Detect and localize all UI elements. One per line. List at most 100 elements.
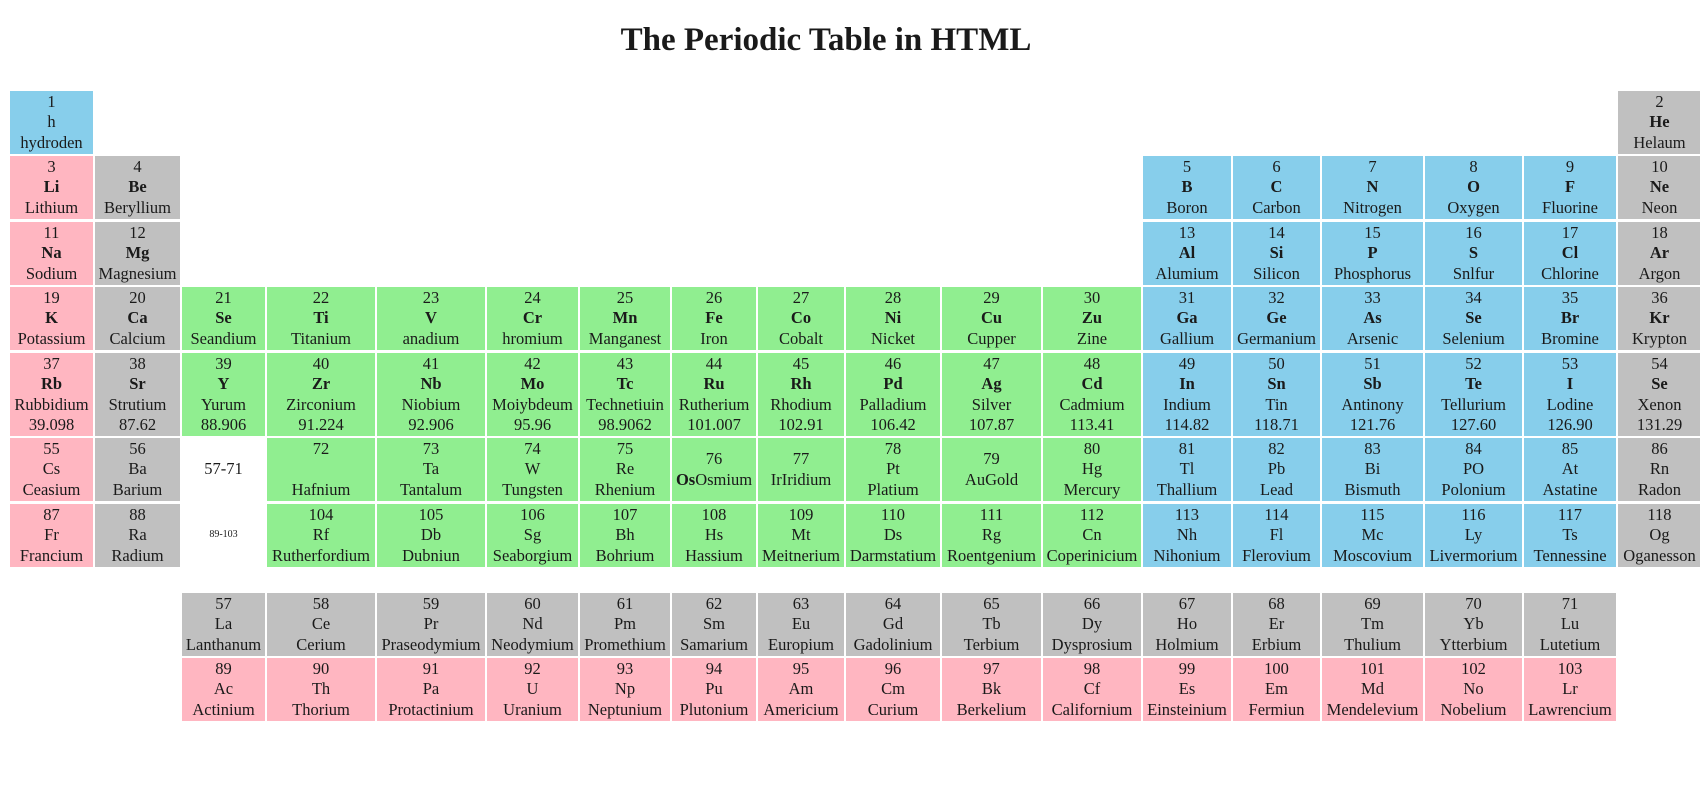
element-cell-hromium[interactable]: 24 Cr hromium [487,287,578,350]
element-cell-nitrogen[interactable]: 7 N Nitrogen [1322,156,1423,219]
element-cell-fluorine[interactable]: 9 F Fluorine [1524,156,1616,219]
element-cell-zirconium[interactable]: 40 Zr Zirconium 91.224 [267,353,375,436]
element-cell-moscovium[interactable]: 115 Mc Moscovium [1322,504,1423,567]
element-cell-gallium[interactable]: 31 Ga Gallium [1143,287,1231,350]
element-cell-promethium[interactable]: 61 Pm Promethium [580,593,670,656]
element-cell-nobelium[interactable]: 102 No Nobelium [1425,658,1522,721]
element-cell-antinony[interactable]: 51 Sb Antinony 121.76 [1322,353,1423,436]
element-cell-snlfur[interactable]: 16 S Snlfur [1425,222,1522,285]
element-cell-lanthanum[interactable]: 57 La Lanthanum [182,593,265,656]
element-cell-carbon[interactable]: 6 C Carbon [1233,156,1320,219]
element-cell-samarium[interactable]: 62 Sm Samarium [672,593,756,656]
element-cell-cupper[interactable]: 29 Cu Cupper [942,287,1041,350]
element-cell-phosphorus[interactable]: 15 P Phosphorus [1322,222,1423,285]
element-cell-hydroden[interactable]: 1 h hydroden [10,91,93,154]
element-cell-neon[interactable]: 10 Ne Neon [1618,156,1700,219]
element-cell-platium[interactable]: 78 Pt Platium [846,438,940,501]
element-cell-beryllium[interactable]: 4 Be Beryllium [95,156,180,219]
element-cell-magnesium[interactable]: 12 Mg Magnesium [95,222,180,285]
element-cell-niobium[interactable]: 41 Nb Niobium 92.906 [377,353,485,436]
element-cell-boron[interactable]: 5 B Boron [1143,156,1231,219]
element-cell-radon[interactable]: 86 Rn Radon [1618,438,1700,501]
element-cell-cerium[interactable]: 58 Ce Cerium [267,593,375,656]
element-cell-thallium[interactable]: 81 Tl Thallium [1143,438,1231,501]
element-cell-xenon[interactable]: 54 Se Xenon 131.29 [1618,353,1700,436]
element-cell-indium[interactable]: 49 In Indium 114.82 [1143,353,1231,436]
element-cell-helaum[interactable]: 2 He Helaum [1618,91,1700,154]
element-cell-barium[interactable]: 56 Ba Barium [95,438,180,501]
element-cell-rutherium[interactable]: 44 Ru Rutherium 101.007 [672,353,756,436]
element-cell-lodine[interactable]: 53 I Lodine 126.90 [1524,353,1616,436]
element-cell-tellurium[interactable]: 52 Te Tellurium 127.60 [1425,353,1522,436]
element-cell-oxygen[interactable]: 8 O Oxygen [1425,156,1522,219]
element-cell-rhenium[interactable]: 75 Re Rhenium [580,438,670,501]
element-cell-hafnium[interactable]: 72 Hafnium [267,438,375,501]
element-cell-hassium[interactable]: 108 Hs Hassium [672,504,756,567]
element-cell-sodium[interactable]: 11 Na Sodium [10,222,93,285]
element-cell-actinium[interactable]: 89 Ac Actinium [182,658,265,721]
element-cell-potassium[interactable]: 19 K Potassium [10,287,93,350]
element-cell-thulium[interactable]: 69 Tm Thulium [1322,593,1423,656]
element-cell-argon[interactable]: 18 Ar Argon [1618,222,1700,285]
element-cell-calcium[interactable]: 20 Ca Calcium [95,287,180,350]
element-cell-iron[interactable]: 26 Fe Iron [672,287,756,350]
element-cell-neptunium[interactable]: 93 Np Neptunium [580,658,670,721]
element-cell-californium[interactable]: 98 Cf Californium [1043,658,1141,721]
element-cell-einsteinium[interactable]: 99 Es Einsteinium [1143,658,1231,721]
element-cell-tin[interactable]: 50 Sn Tin 118.71 [1233,353,1320,436]
element-cell-tennessine[interactable]: 117 Ts Tennessine [1524,504,1616,567]
element-cell-lawrencium[interactable]: 103 Lr Lawrencium [1524,658,1616,721]
element-cell-bromine[interactable]: 35 Br Bromine [1524,287,1616,350]
element-cell-bohrium[interactable]: 107 Bh Bohrium [580,504,670,567]
element-cell-dubniun[interactable]: 105 Db Dubniun [377,504,485,567]
element-cell-nihonium[interactable]: 113 Nh Nihonium [1143,504,1231,567]
element-cell-iridium[interactable]: 77 IrIridium [758,438,844,501]
element-cell-arsenic[interactable]: 33 As Arsenic [1322,287,1423,350]
element-cell-protactinium[interactable]: 91 Pa Protactinium [377,658,485,721]
element-cell-titanium[interactable]: 22 Ti Titanium [267,287,375,350]
element-cell-alumium[interactable]: 13 Al Alumium [1143,222,1231,285]
element-cell-strutium[interactable]: 38 Sr Strutium 87.62 [95,353,180,436]
element-cell-seaborgium[interactable]: 106 Sg Seaborgium [487,504,578,567]
series-placeholder-cell[interactable]: 89-103 [182,504,265,567]
element-cell-roentgenium[interactable]: 111 Rg Roentgenium [942,504,1041,567]
element-cell-tantalum[interactable]: 73 Ta Tantalum [377,438,485,501]
element-cell-lithium[interactable]: 3 Li Lithium [10,156,93,219]
element-cell-manganest[interactable]: 25 Mn Manganest [580,287,670,350]
element-cell-yurum[interactable]: 39 Y Yurum 88.906 [182,353,265,436]
element-cell-uranium[interactable]: 92 U Uranium [487,658,578,721]
element-cell-bismuth[interactable]: 83 Bi Bismuth [1322,438,1423,501]
element-cell-tungsten[interactable]: 74 W Tungsten [487,438,578,501]
element-cell-palladium[interactable]: 46 Pd Palladium 106.42 [846,353,940,436]
element-cell-polonium[interactable]: 84 PO Polonium [1425,438,1522,501]
element-cell-ceasium[interactable]: 55 Cs Ceasium [10,438,93,501]
element-cell-coperinicium[interactable]: 112 Cn Coperinicium [1043,504,1141,567]
element-cell-ytterbium[interactable]: 70 Yb Ytterbium [1425,593,1522,656]
element-cell-radium[interactable]: 88 Ra Radium [95,504,180,567]
element-cell-thorium[interactable]: 90 Th Thorium [267,658,375,721]
element-cell-meitnerium[interactable]: 109 Mt Meitnerium [758,504,844,567]
element-cell-francium[interactable]: 87 Fr Francium [10,504,93,567]
element-cell-silicon[interactable]: 14 Si Silicon [1233,222,1320,285]
element-cell-curium[interactable]: 96 Cm Curium [846,658,940,721]
element-cell-gadolinium[interactable]: 64 Gd Gadolinium [846,593,940,656]
element-cell-flerovium[interactable]: 114 Fl Flerovium [1233,504,1320,567]
element-cell-seandium[interactable]: 21 Se Seandium [182,287,265,350]
element-cell-rubbidium[interactable]: 37 Rb Rubbidium 39.098 [10,353,93,436]
element-cell-plutonium[interactable]: 94 Pu Plutonium [672,658,756,721]
element-cell-livermorium[interactable]: 116 Ly Livermorium [1425,504,1522,567]
element-cell-cobalt[interactable]: 27 Co Cobalt [758,287,844,350]
element-cell-europium[interactable]: 63 Eu Europium [758,593,844,656]
element-cell-oganesson[interactable]: 118 Og Oganesson [1618,504,1700,567]
element-cell-moiybdeum[interactable]: 42 Mo Moiybdeum 95.96 [487,353,578,436]
element-cell-darmstatium[interactable]: 110 Ds Darmstatium [846,504,940,567]
element-cell-krypton[interactable]: 36 Kr Krypton [1618,287,1700,350]
element-cell-praseodymium[interactable]: 59 Pr Praseodymium [377,593,485,656]
element-cell-erbium[interactable]: 68 Er Erbium [1233,593,1320,656]
element-cell-dysprosium[interactable]: 66 Dy Dysprosium [1043,593,1141,656]
element-cell-rhodium[interactable]: 45 Rh Rhodium 102.91 [758,353,844,436]
element-cell-berkelium[interactable]: 97 Bk Berkelium [942,658,1041,721]
element-cell-fermiun[interactable]: 100 Em Fermiun [1233,658,1320,721]
element-cell-zine[interactable]: 30 Zu Zine [1043,287,1141,350]
